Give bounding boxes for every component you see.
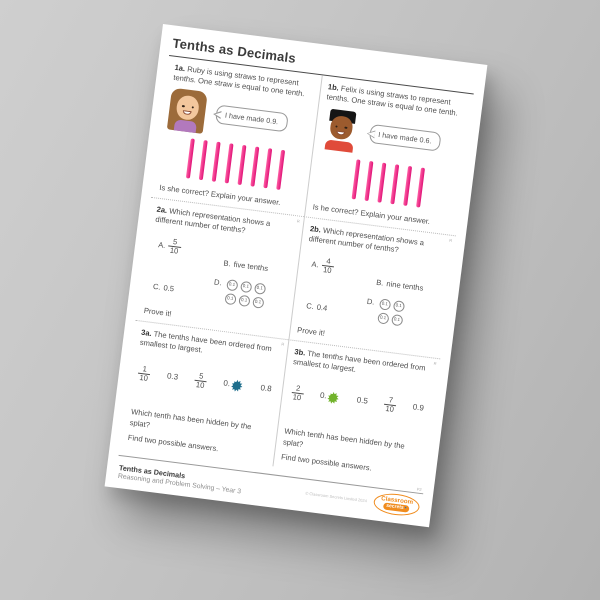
- decimal-value: 0.9: [412, 402, 425, 413]
- corner-mark: R: [433, 360, 437, 366]
- fraction: 5 10: [167, 237, 182, 257]
- question-2a-number: 2a.: [156, 204, 168, 215]
- straw: [185, 137, 195, 179]
- straw: [364, 160, 374, 201]
- copyright-text: © Classroom Secrets Limited 2024: [305, 490, 368, 504]
- option-b: B. five tenths: [223, 258, 269, 273]
- option-d: D. 0.1 0.1 0.1 0.1 0.1 0.1: [212, 277, 273, 309]
- straw: [237, 144, 247, 185]
- counter-0-1: 0.1: [237, 294, 251, 307]
- option-a: A. 5 10: [157, 236, 182, 257]
- felix-shirt: [324, 138, 354, 153]
- fraction: 5 10: [193, 371, 208, 392]
- hidden-value: 0.: [319, 389, 341, 406]
- counter-grid: 0.1 0.1 0.1 0.1: [376, 297, 412, 327]
- counter-0-1: 0.1: [390, 313, 404, 326]
- footer-left: Tenths as Decimals Reasoning and Problem…: [118, 463, 243, 495]
- counter-0-1: 0.1: [239, 280, 253, 293]
- straw-group-1b: [347, 158, 425, 208]
- question-grid: 1a. Ruby is using straws to represent te…: [119, 56, 474, 491]
- straw: [211, 141, 221, 182]
- option-a: A. 4 10: [310, 255, 336, 277]
- counter-0-1: 0.1: [225, 278, 239, 291]
- page-mark: P2: [416, 486, 422, 493]
- counter-0-1: 0.1: [392, 299, 405, 312]
- speech-bubble-1b: I have made 0.6.: [368, 123, 442, 152]
- straw: [275, 149, 285, 190]
- counter-grid: 0.1 0.1 0.1 0.1 0.1 0.1: [224, 278, 273, 310]
- question-1b-number: 1b.: [327, 82, 340, 93]
- option-b: B. nine tenths: [375, 277, 424, 293]
- fraction: 4 10: [320, 256, 336, 277]
- counter-0-1: 0.1: [376, 311, 390, 325]
- straw: [263, 147, 273, 188]
- classroom-secrets-logo: Classroom secrets: [372, 491, 421, 518]
- counter-0-1: 0.1: [378, 297, 391, 311]
- counter-0-1: 0.1: [224, 292, 237, 305]
- straw: [351, 158, 361, 199]
- fraction: 2 10: [290, 383, 305, 404]
- option-c: C. 0.5: [152, 281, 175, 293]
- question-1a-number: 1a.: [174, 62, 186, 74]
- straw: [198, 139, 208, 180]
- tenths-sequence-3b: 2 10 0. 0.5 7 10 0.9: [290, 383, 425, 419]
- question-2b: R 2b. Which representation shows a diffe…: [287, 216, 456, 359]
- question-1a: 1a. Ruby is using straws to represent te…: [151, 56, 321, 216]
- option-d: D. 0.1 0.1 0.1 0.1: [364, 296, 411, 326]
- decimal-value: 0.5: [356, 395, 369, 406]
- hidden-value: 0.: [222, 377, 244, 394]
- corner-mark: R: [296, 218, 301, 224]
- worksheet-page: Tenths as Decimals 1a. Ruby is using str…: [104, 24, 488, 528]
- question-3b-number: 3b.: [293, 347, 306, 358]
- counter-0-1: 0.1: [253, 282, 266, 295]
- straw: [402, 165, 412, 206]
- fraction: 1 10: [136, 364, 152, 385]
- question-3a: R 3a. The tenths have been ordered from …: [119, 319, 288, 467]
- corner-mark: R: [448, 237, 453, 243]
- straw: [390, 163, 400, 204]
- straw-group-1a: [182, 137, 285, 190]
- question-1b: 1b. Felix is using straws to represent t…: [303, 75, 474, 236]
- felix-avatar: [320, 107, 361, 153]
- counter-0-1: 0.1: [251, 295, 265, 309]
- question-3b: R 3b. The tenths have been ordered from …: [271, 339, 441, 486]
- straw: [224, 142, 234, 183]
- question-2a: R 2a. Which representation shows a diffe…: [135, 196, 304, 340]
- fraction: 7 10: [382, 395, 398, 416]
- tenths-sequence-3a: 1 10 0.3 5 10 0. 0.8: [136, 364, 273, 399]
- decimal-value: 0.8: [259, 383, 273, 394]
- straw: [250, 146, 260, 187]
- speech-bubble-1a: I have made 0.9.: [214, 104, 289, 133]
- straw: [415, 166, 425, 208]
- straw: [377, 162, 387, 203]
- ruby-avatar: [166, 87, 208, 134]
- question-3a-number: 3a.: [140, 327, 153, 338]
- option-c: C. 0.4: [305, 300, 328, 313]
- splat-icon: [230, 379, 243, 393]
- splat-icon: [326, 391, 340, 405]
- decimal-value: 0.3: [166, 371, 179, 382]
- question-2b-number: 2b.: [309, 224, 322, 235]
- corner-mark: R: [281, 341, 285, 347]
